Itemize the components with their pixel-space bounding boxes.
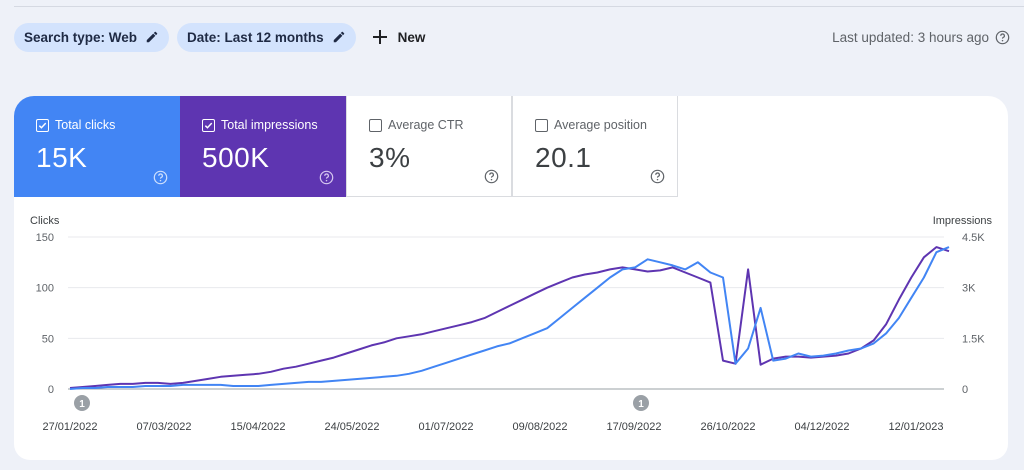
checkbox-checked-icon	[202, 118, 215, 132]
search-type-filter-chip[interactable]: Search type: Web	[14, 22, 170, 52]
checkbox-unchecked-icon	[535, 118, 548, 132]
x-tick-label: 09/08/2022	[512, 421, 567, 433]
checkbox-unchecked-icon	[369, 118, 382, 132]
x-tick-label: 24/05/2022	[324, 421, 379, 433]
left-tick-label: 150	[36, 232, 54, 244]
left-tick-label: 50	[42, 333, 54, 345]
help-icon[interactable]	[650, 169, 665, 184]
new-filter-button[interactable]: New	[372, 29, 426, 45]
x-tick-label: 01/07/2022	[418, 421, 473, 433]
annotation-marker	[74, 395, 90, 411]
right-tick-label: 3K	[962, 283, 976, 295]
x-tick-label: 12/01/2023	[888, 421, 943, 433]
help-icon[interactable]	[995, 30, 1010, 45]
filter-bar: Search type: Web Date: Last 12 months Ne…	[14, 22, 1010, 52]
x-tick-label: 15/04/2022	[230, 421, 285, 433]
series-line-impressions	[69, 246, 950, 389]
metric-value: 3%	[369, 142, 411, 173]
metric-average-ctr[interactable]: Average CTR 3%	[346, 96, 512, 197]
help-icon[interactable]	[319, 170, 334, 185]
edit-pencil-icon	[332, 30, 346, 44]
metric-average-position[interactable]: Average position 20.1	[512, 96, 678, 197]
x-tick-label: 04/12/2022	[794, 421, 849, 433]
last-updated: Last updated: 3 hours ago	[832, 30, 1010, 45]
left-axis-title: Clicks	[30, 215, 60, 227]
left-tick-label: 0	[48, 384, 54, 396]
metric-label: Total impressions	[221, 118, 318, 132]
metric-value: 500K	[202, 142, 270, 173]
metric-value: 20.1	[535, 142, 592, 173]
series-line-clicks	[69, 246, 950, 390]
new-filter-label: New	[397, 29, 426, 45]
right-axis-title: Impressions	[933, 215, 993, 227]
metric-label: Average position	[554, 118, 647, 132]
top-divider	[14, 6, 1024, 7]
checkbox-checked-icon	[36, 118, 49, 132]
metric-label: Total clicks	[55, 118, 116, 132]
metric-total-impressions[interactable]: Total impressions 500K	[180, 96, 346, 197]
edit-pencil-icon	[145, 30, 159, 44]
left-tick-label: 100	[36, 283, 54, 295]
performance-chart[interactable]: Clicks Impressions 150 4.5K 100 3K 50 1.5K 0 0 27/…	[14, 197, 1008, 460]
x-tick-label: 17/09/2022	[606, 421, 661, 433]
right-tick-label: 4.5K	[962, 232, 985, 244]
x-tick-label: 07/03/2022	[136, 421, 191, 433]
annotation-label: 1	[79, 399, 85, 410]
metric-label: Average CTR	[388, 118, 464, 132]
metric-tabs: Total clicks 15K Total impressions 500K …	[14, 96, 1008, 197]
metric-total-clicks[interactable]: Total clicks 15K	[14, 96, 180, 197]
x-tick-label: 27/01/2022	[42, 421, 97, 433]
last-updated-text: Last updated: 3 hours ago	[832, 29, 989, 45]
plus-icon	[372, 29, 388, 45]
annotation-marker	[633, 395, 649, 411]
right-tick-label: 1.5K	[962, 333, 985, 345]
date-filter-chip[interactable]: Date: Last 12 months	[177, 22, 356, 52]
metric-value: 15K	[36, 142, 88, 173]
x-tick-label: 26/10/2022	[700, 421, 755, 433]
right-tick-label: 0	[962, 384, 968, 396]
help-icon[interactable]	[153, 170, 168, 185]
help-icon[interactable]	[484, 169, 499, 184]
date-filter-label: Date: Last 12 months	[187, 29, 324, 45]
search-type-label: Search type: Web	[24, 29, 138, 45]
performance-card: Total clicks 15K Total impressions 500K …	[14, 96, 1008, 460]
annotation-label: 1	[638, 399, 644, 410]
